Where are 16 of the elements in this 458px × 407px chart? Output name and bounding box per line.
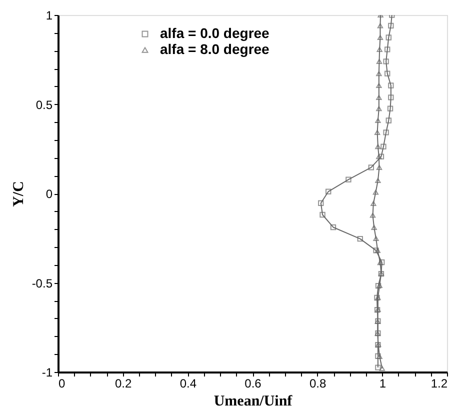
y-tick-label: 1 bbox=[46, 8, 53, 22]
x-axis-title: Umean/Uinf bbox=[214, 394, 294, 407]
x-tick-label: 0.4 bbox=[180, 376, 197, 390]
x-tick-label: 0.6 bbox=[244, 376, 262, 390]
x-tick-label: 0.8 bbox=[309, 376, 326, 390]
x-tick-label: 0.2 bbox=[114, 376, 132, 390]
legend-label: alfa = 0.0 degree bbox=[160, 25, 270, 41]
legend-label: alfa = 8.0 degree bbox=[160, 41, 270, 57]
y-tick-label: -0.5 bbox=[32, 276, 53, 290]
x-tick-label: 0 bbox=[58, 376, 66, 390]
y-tick-label: -1 bbox=[42, 366, 53, 380]
y-tick-label: 0 bbox=[46, 187, 53, 201]
x-tick-label: 1.2 bbox=[430, 376, 448, 390]
x-tick-label: 1 bbox=[379, 376, 386, 390]
y-tick-label: 0.5 bbox=[36, 98, 53, 112]
y-axis-title: Y/C bbox=[10, 181, 27, 207]
